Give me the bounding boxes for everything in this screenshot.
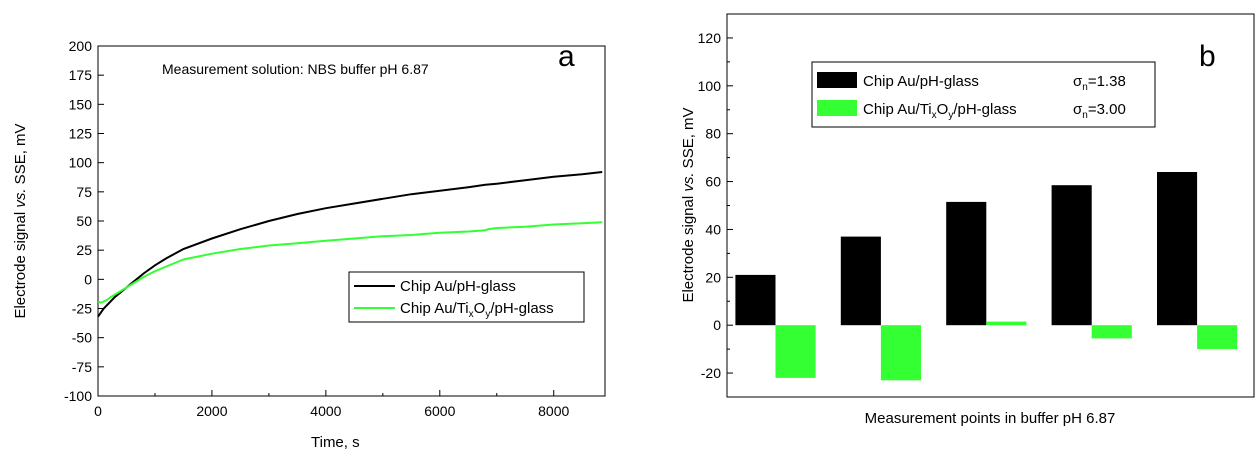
y-tick-label-a: -75: [72, 359, 92, 375]
series-lines-a: [97, 171, 603, 318]
y-tick-label-a: 150: [69, 96, 93, 112]
bar-b-series1-point2: [840, 236, 881, 326]
y-tick-label-b: 120: [698, 30, 722, 46]
legend-a: Chip Au/pH-glass Chip Au/TixOy/pH-glass: [348, 271, 585, 323]
x-axis-title-a: Time, s: [311, 434, 360, 450]
legend-box-a: [348, 271, 585, 323]
y-tick-label-a: -25: [72, 301, 92, 317]
bar-b-series2-point5: [1197, 325, 1238, 350]
bar-b-series2-point1: [775, 325, 816, 378]
y-tick-label-a: 200: [69, 38, 93, 54]
x-tick-label-a: 8000: [538, 403, 569, 419]
y-tick-label-b: 60: [705, 174, 721, 190]
y-tick-label-a: 25: [76, 242, 92, 258]
legend-label-b-series2: Chip Au/TixOy/pH-glass: [863, 101, 1017, 121]
legend-label-a-series1: Chip Au/pH-glass: [400, 278, 516, 295]
bar-b-series2-point4: [1091, 325, 1132, 339]
y-tick-label-a: 50: [76, 213, 92, 229]
x-tick-label-a: 2000: [196, 403, 227, 419]
y-tick-label-a: 100: [69, 155, 93, 171]
annotation-a: Measurement solution: NBS buffer pH 6.87: [162, 61, 429, 77]
y-tick-label-b: 20: [705, 269, 721, 285]
y-tick-label-b: 100: [698, 78, 722, 94]
series-line-a-2: [97, 221, 603, 304]
legend-b: Chip Au/pH-glass σn=1.38 Chip Au/TixOy/p…: [811, 61, 1156, 128]
plot-frame-a: [97, 45, 606, 397]
legend-sigma-b-series2: σn=3.00: [1073, 101, 1126, 121]
y-tick-label-b: 0: [713, 317, 721, 333]
y-tick-label-a: 175: [69, 67, 93, 83]
y-tick-label-a: 75: [76, 184, 92, 200]
x-tick-label-a: 6000: [424, 403, 455, 419]
axis-ticks-b: -20 0 20 40 60 80 100 120: [698, 13, 733, 398]
bar-b-series2-point2: [880, 325, 921, 381]
y-tick-label-a: 0: [84, 271, 92, 287]
legend-swatch-b-series1: [817, 72, 857, 88]
x-tick-label-a: 4000: [310, 403, 341, 419]
legend-label-a-series2: Chip Au/TixOy/pH-glass: [400, 300, 554, 320]
legend-label-b-series1: Chip Au/pH-glass: [863, 73, 979, 90]
y-tick-label-b: -20: [701, 365, 721, 381]
panel-label-b: b: [1199, 40, 1216, 73]
panel-a: 0 2000 4000 6000 8000 -100 -75 -50 -25 0 25 50 75 100…: [12, 38, 606, 451]
bar-b-series1-point1: [735, 274, 776, 326]
x-axis-title-b: Measurement points in buffer pH 6.87: [865, 410, 1116, 427]
legend-sigma-b-series1: σn=1.38: [1073, 73, 1126, 93]
y-tick-label-a: 125: [69, 126, 93, 142]
bar-b-series1-point3: [946, 201, 987, 326]
axis-ticks-a: 0 2000 4000 6000 8000 -100 -75 -50 -25 0 25 50 75 100…: [64, 38, 570, 419]
y-tick-label-b: 40: [705, 221, 721, 237]
x-tick-label-a: 0: [94, 403, 102, 419]
bar-b-series1-point4: [1051, 185, 1092, 326]
bar-b-series2-point3: [986, 321, 1027, 326]
y-tick-label-b: 80: [705, 126, 721, 142]
bar-b-series1-point5: [1157, 172, 1198, 326]
y-tick-label-a: -100: [64, 388, 92, 404]
legend-swatch-b-series2: [817, 100, 857, 116]
panel-label-a: a: [558, 40, 575, 73]
y-axis-title-a: Electrode signal vs. SSE, mV: [12, 123, 29, 318]
y-tick-label-a: -50: [72, 330, 92, 346]
legend-box-b: [811, 61, 1156, 128]
y-axis-title-b: Electrode signal vs. SSE, mV: [680, 107, 697, 302]
panel-b: -20 0 20 40 60 80 100 120 b Measurement points …: [680, 13, 1255, 427]
bars-b: [735, 172, 1238, 381]
